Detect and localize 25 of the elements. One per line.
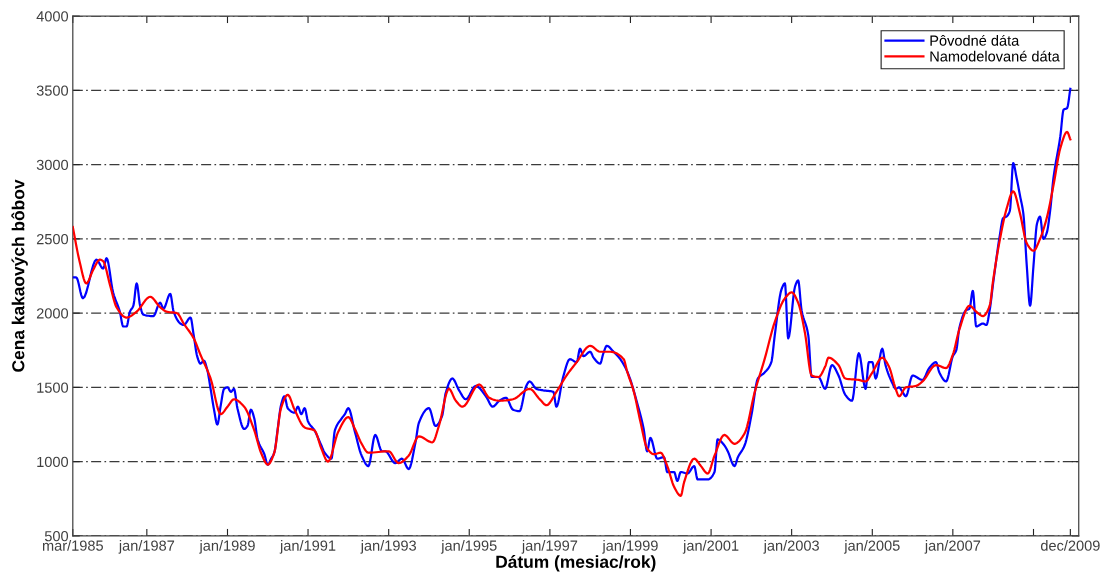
y-tick-label: 2500 xyxy=(36,233,69,245)
x-axis-title: Dátum (mesiac/rok) xyxy=(496,555,656,572)
x-tick-label: jan/1989 xyxy=(199,540,255,554)
y-tick-label: 2000 xyxy=(36,308,69,319)
x-tick-label: jan/1991 xyxy=(279,540,336,554)
y-axis-title: Cena kakaových bôbov xyxy=(11,179,28,372)
legend-label: Pôvodné dáta xyxy=(930,34,1020,46)
x-tick-label: mar/1985 xyxy=(42,540,103,551)
y-tick-label: 3500 xyxy=(36,85,69,96)
x-tick-label: jan/1993 xyxy=(360,540,417,554)
y-tick-label: 1500 xyxy=(37,382,69,393)
x-tick-label: jan/1995 xyxy=(440,540,497,554)
y-tick-label: 4000 xyxy=(36,11,69,22)
x-tick-label: jan/1987 xyxy=(118,540,175,554)
x-tick-label: dec/2009 xyxy=(1040,540,1100,551)
y-tick-label: 1000 xyxy=(37,456,69,468)
y-tick-label: 3000 xyxy=(36,159,69,171)
x-tick-label: jan/2005 xyxy=(843,540,900,554)
x-tick-label: jan/1997 xyxy=(521,540,578,554)
y-tick-label: 500 xyxy=(44,531,69,542)
x-tick-label: jan/2007 xyxy=(924,540,981,554)
x-tick-label: jan/2001 xyxy=(682,540,739,554)
x-tick-label: jan/1999 xyxy=(602,540,658,554)
x-tick-label: jan/2003 xyxy=(763,540,819,554)
legend-label: Namodelované dáta xyxy=(930,50,1060,62)
